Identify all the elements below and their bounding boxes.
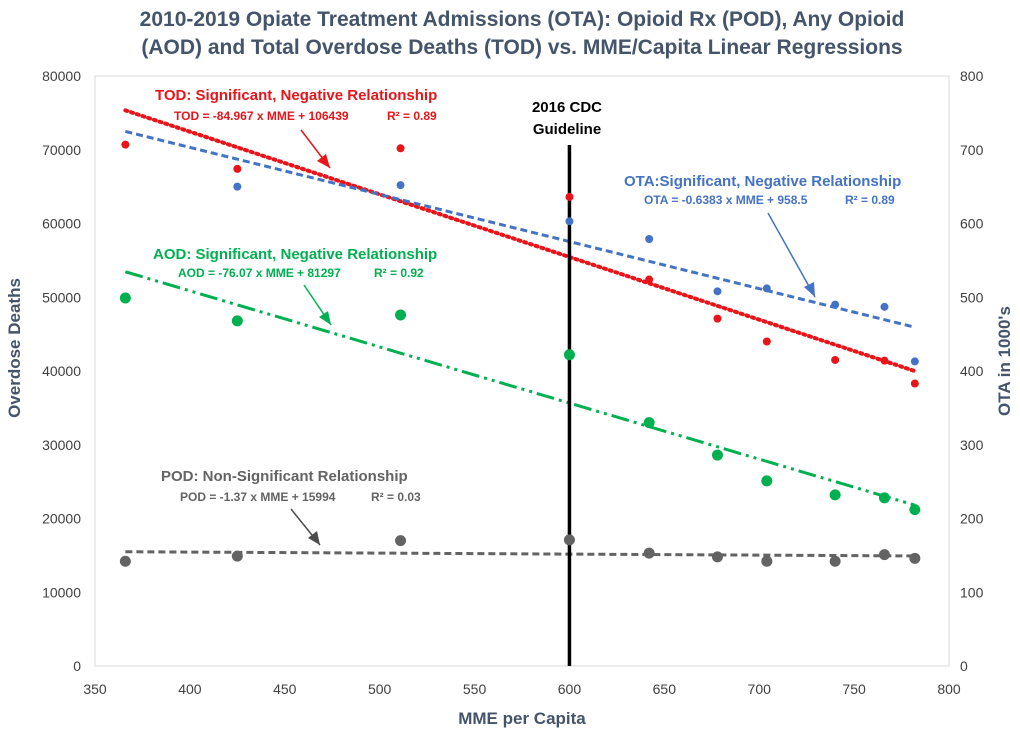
ota-point	[762, 284, 771, 293]
y-left-tick-label: 60000	[42, 216, 81, 232]
tod-point	[233, 164, 242, 173]
y-axis-left-title: Overdose Deaths	[5, 278, 24, 418]
tod-point	[713, 314, 722, 323]
tod-point	[121, 140, 130, 149]
y-left-tick-label: 30000	[42, 437, 81, 453]
ota-annotation-title: OTA:Significant, Negative Relationship	[624, 173, 901, 190]
pod-point	[711, 551, 723, 563]
x-tick-label: 350	[83, 681, 107, 697]
y-left-tick-label: 0	[73, 658, 81, 674]
x-tick-label: 500	[368, 681, 392, 697]
ota-point	[645, 234, 654, 243]
pod-arrowhead	[308, 531, 320, 545]
pod-point	[878, 549, 890, 561]
cdc-label-line-1: 2016 CDC	[532, 99, 602, 116]
aod-annotation-equation: AOD = -76.07 x MME + 81297	[178, 266, 341, 280]
ota-annotation-r2: R² = 0.89	[845, 193, 895, 207]
x-axis-title: MME per Capita	[458, 709, 586, 728]
x-tick-label: 800	[937, 681, 961, 697]
ota-annotation-equation: OTA = -0.6383 x MME + 958.5	[644, 193, 808, 207]
y-right-tick-label: 600	[960, 216, 984, 232]
tod-point	[762, 337, 771, 346]
chart-title-line-2: (AOD) and Total Overdose Deaths (TOD) vs…	[141, 36, 902, 59]
aod-annotation-r2: R² = 0.92	[374, 266, 424, 280]
aod-point	[761, 475, 773, 487]
y-right-tick-label: 400	[960, 363, 984, 379]
chart-title-line-1: 2010-2019 Opiate Treatment Admissions (O…	[140, 8, 905, 31]
aod-point	[878, 492, 890, 504]
ota-arrow	[767, 212, 816, 298]
ota-trendline	[125, 129, 916, 329]
tod-point	[910, 379, 919, 388]
aod-point	[643, 417, 655, 429]
aod-point	[231, 315, 243, 327]
y-left-tick-label: 20000	[42, 511, 81, 527]
y-left-tick-label: 10000	[42, 584, 81, 600]
y-axis-right-title: OTA in 1000's	[995, 306, 1014, 416]
y-right-tick-label: 700	[960, 142, 984, 158]
pod-point	[395, 535, 407, 547]
tod-annotation-r2: R² = 0.89	[387, 109, 437, 123]
x-tick-label: 750	[842, 681, 866, 697]
x-tick-label: 650	[653, 681, 677, 697]
x-tick-label: 450	[273, 681, 297, 697]
pod-point	[119, 555, 131, 567]
pod-point	[231, 550, 243, 562]
tod-point	[565, 192, 574, 201]
pod-point	[563, 534, 575, 546]
trendlines	[123, 108, 917, 558]
tod-point	[396, 144, 405, 153]
y-right-tick-label: 0	[960, 658, 968, 674]
y-left-tick-label: 80000	[42, 68, 81, 84]
points-layer	[119, 140, 921, 567]
aod-point	[909, 504, 921, 516]
ota-point	[880, 302, 889, 311]
tod-arrowhead	[317, 154, 330, 168]
tod-annotation-title: TOD: Significant, Negative Relationship	[155, 87, 437, 104]
cdc-label-line-2: Guideline	[533, 121, 601, 138]
x-tick-label: 600	[558, 681, 582, 697]
tod-point	[831, 355, 840, 364]
y-left-tick-label: 50000	[42, 289, 81, 305]
plot-area	[94, 75, 950, 667]
ota-point	[713, 287, 722, 296]
tod-trendline	[123, 108, 917, 374]
y-right-tick-label: 100	[960, 584, 984, 600]
pod-point	[909, 552, 921, 564]
tod-point	[645, 275, 654, 284]
aod-point	[395, 309, 407, 321]
pod-point	[829, 555, 841, 567]
aod-point	[829, 489, 841, 501]
aod-point	[711, 449, 723, 461]
ticks-layer: 350 400 450 500 550 600 650 700 750 8000100002000…	[42, 68, 984, 697]
aod-trendline	[124, 270, 916, 507]
aod-point	[119, 292, 131, 304]
ota-point	[831, 300, 840, 309]
pod-annotation-title: POD: Non-Significant Relationship	[161, 468, 408, 485]
ota-point	[565, 217, 574, 226]
aod-arrowhead	[319, 311, 331, 325]
ota-point	[910, 357, 919, 366]
y-right-tick-label: 300	[960, 437, 984, 453]
tod-annotation-equation: TOD = -84.967 x MME + 106439	[174, 109, 349, 123]
pod-annotation-r2: R² = 0.03	[371, 490, 421, 504]
x-tick-label: 400	[178, 681, 202, 697]
pod-annotation-equation: POD = -1.37 x MME + 15994	[180, 490, 336, 504]
y-left-tick-label: 40000	[42, 363, 81, 379]
y-left-tick-label: 70000	[42, 142, 81, 158]
pod-point	[643, 547, 655, 559]
ota-point	[233, 182, 242, 191]
aod-point	[563, 349, 575, 361]
ota-point	[396, 181, 405, 190]
x-tick-label: 550	[463, 681, 487, 697]
ota-arrowhead	[804, 282, 815, 297]
y-right-tick-label: 500	[960, 289, 984, 305]
y-right-tick-label: 800	[960, 68, 984, 84]
aod-annotation-title: AOD: Significant, Negative Relationship	[153, 246, 437, 263]
tod-point	[880, 356, 889, 365]
y-right-tick-label: 200	[960, 511, 984, 527]
x-tick-label: 700	[748, 681, 772, 697]
pod-point	[761, 555, 773, 567]
